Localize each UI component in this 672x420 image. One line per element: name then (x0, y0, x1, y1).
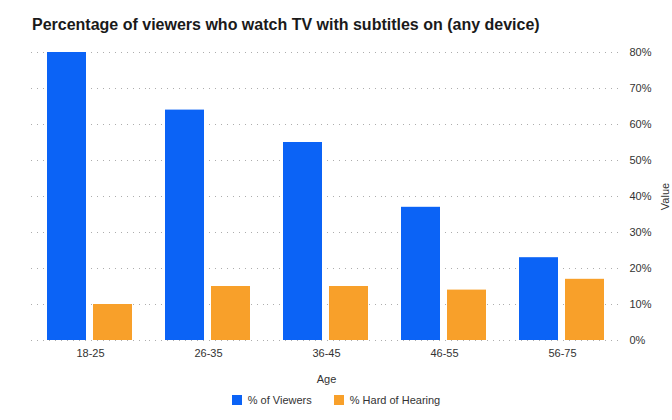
svg-text:30%: 30% (630, 226, 652, 238)
svg-text:Age: Age (317, 373, 337, 385)
html-text:Percentage of viewers who watc: Percentage of viewers who watch TV with … (32, 16, 540, 33)
svg-text:Value: Value (659, 183, 671, 210)
svg-text:70%: 70% (630, 82, 652, 94)
svg-text:46-55: 46-55 (430, 347, 458, 359)
svg-text:80%: 80% (630, 46, 652, 58)
svg-text:20%: 20% (630, 262, 652, 274)
svg-text:26-35: 26-35 (194, 347, 222, 359)
svg-text:0%: 0% (630, 334, 646, 346)
html-text:% Hard of Hearing: % Hard of Hearing (349, 394, 441, 406)
svg-text:36-45: 36-45 (312, 347, 340, 359)
svg-text:60%: 60% (630, 118, 652, 130)
html-text:% of Viewers: % of Viewers (247, 394, 312, 406)
svg-text:10%: 10% (630, 298, 652, 310)
svg-text:50%: 50% (630, 154, 652, 166)
svg-text:40%: 40% (630, 190, 652, 202)
svg-text:56-75: 56-75 (548, 347, 576, 359)
svg-text:18-25: 18-25 (76, 347, 104, 359)
